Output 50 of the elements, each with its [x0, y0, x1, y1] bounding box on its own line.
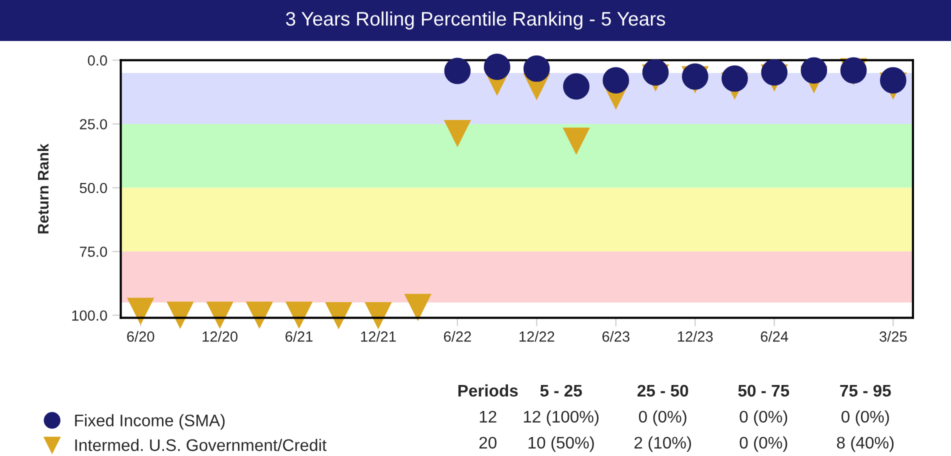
- text: 0 (0%): [638, 410, 686, 426]
- point: [325, 302, 352, 328]
- text: 5 - 25: [540, 384, 582, 397]
- y-tick-label: 100.0: [72, 310, 108, 321]
- text: 10 (50%): [528, 436, 594, 452]
- point: [444, 58, 471, 84]
- point: [246, 302, 273, 328]
- y-tick-label: 50.0: [80, 182, 108, 194]
- text: 20: [479, 436, 496, 449]
- x-tick-label: 12/23: [678, 331, 713, 342]
- text: 0 (0%): [842, 410, 889, 426]
- y-tick-label: 0.0: [88, 55, 108, 66]
- x-tick-label: 6/23: [602, 331, 630, 342]
- point: [484, 54, 510, 80]
- point: [444, 120, 471, 146]
- y-axis-title: Return Rank: [37, 144, 49, 234]
- point: [286, 302, 312, 328]
- text: 12: [480, 410, 496, 422]
- text: Periods: [458, 384, 518, 397]
- x-tick-label: 3/25: [880, 331, 907, 342]
- text: 0 (0%): [740, 436, 788, 452]
- x-tick-label: 6/22: [444, 331, 471, 342]
- text: 0 (0%): [740, 410, 788, 426]
- text: 50 - 75: [738, 384, 790, 397]
- x-tick-label: 12/21: [361, 331, 396, 342]
- point: [523, 55, 550, 82]
- y-tick-label: 75.0: [80, 246, 108, 257]
- text: 2 (10%): [634, 436, 691, 452]
- legend-label: Fixed Income (SMA): [75, 414, 225, 430]
- point: [563, 73, 590, 100]
- point: [563, 128, 590, 154]
- text: 25 - 50: [637, 384, 688, 397]
- point: [166, 302, 194, 328]
- x-tick-label: 6/20: [127, 331, 154, 342]
- text: 12 (100%): [524, 410, 599, 426]
- legend-label: Intermed. U.S. Government/Credit: [75, 438, 327, 452]
- chart-title: 3 Years Rolling Percentile Ranking - 5 Years: [286, 11, 666, 30]
- point: [404, 294, 432, 320]
- point: [800, 57, 828, 84]
- y-tick-label: 25.0: [80, 119, 108, 130]
- point: [602, 67, 630, 94]
- x-tick-label: 6/24: [760, 331, 788, 342]
- x-tick-label: 6/21: [286, 331, 312, 342]
- point: [365, 302, 392, 328]
- point: [206, 302, 233, 328]
- text: 75 - 95: [840, 384, 891, 397]
- text: 8 (40%): [836, 436, 894, 452]
- point: [127, 298, 154, 324]
- x-tick-label: 12/22: [520, 331, 554, 342]
- x-tick-label: 12/20: [202, 331, 238, 342]
